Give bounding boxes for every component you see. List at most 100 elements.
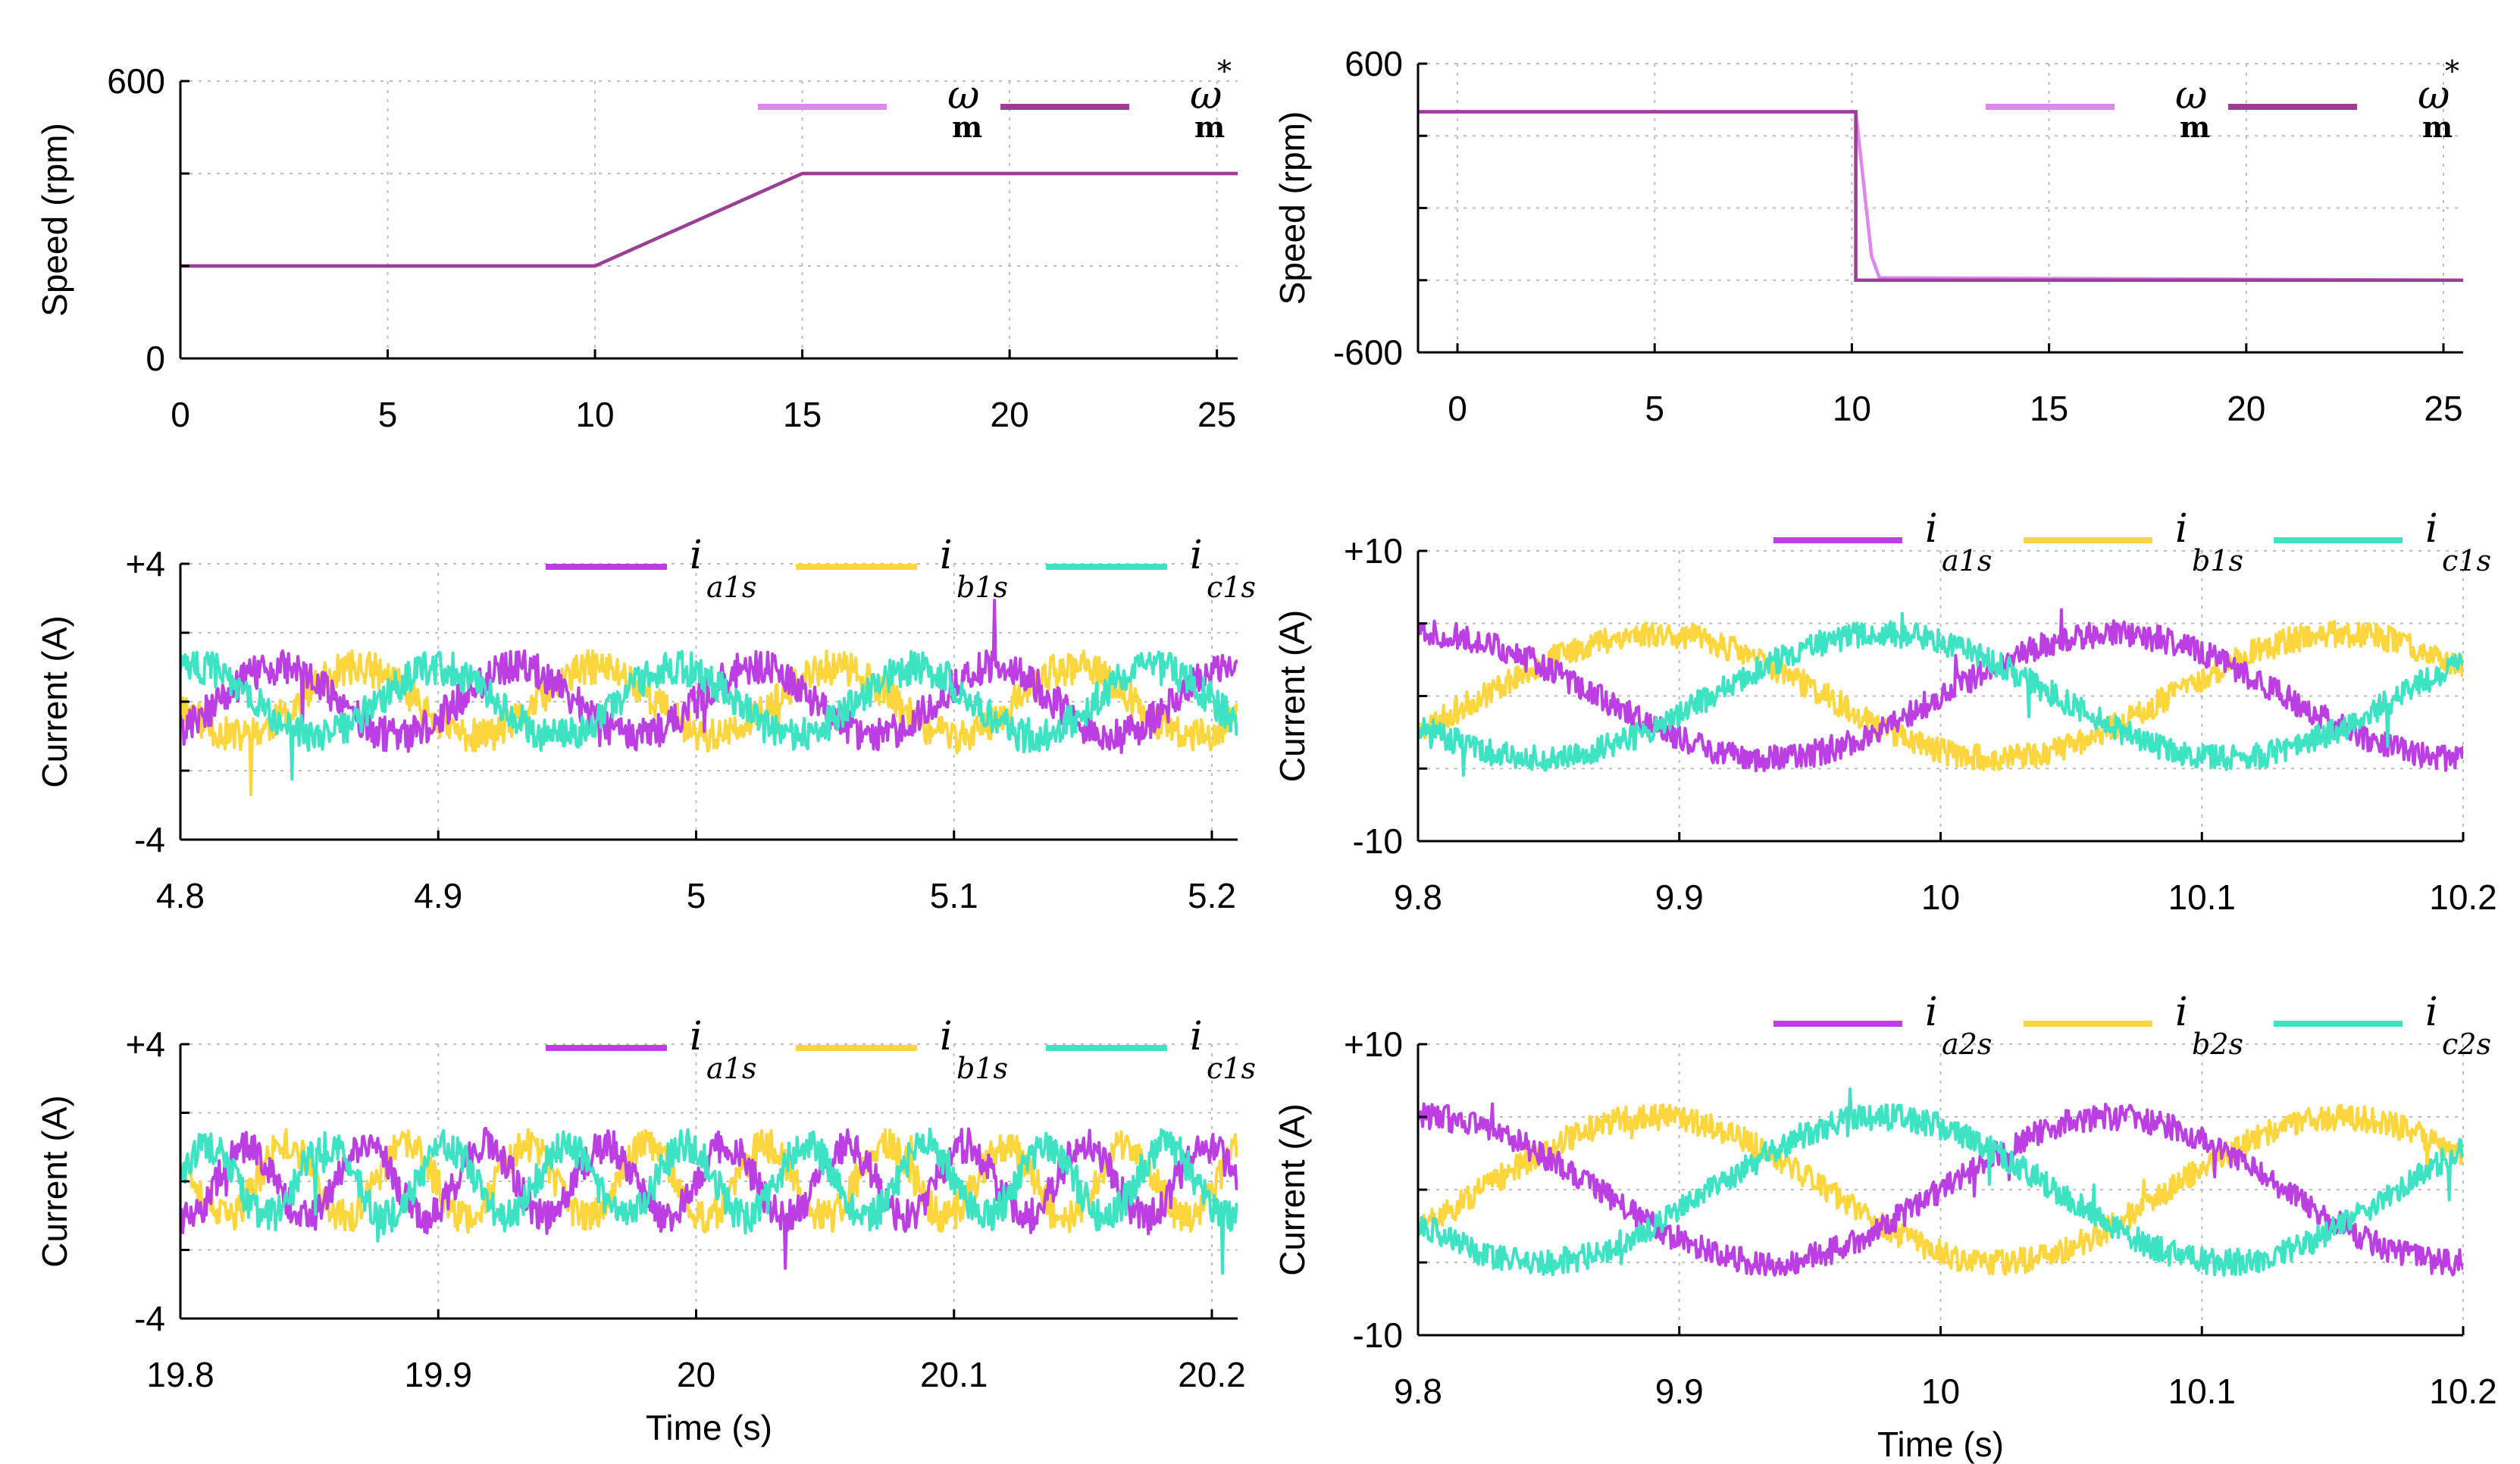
y-axis-label: Current (A) [1273,610,1312,782]
legend-subscript: b1s [956,1052,1008,1085]
series-line-ib [180,649,1238,796]
x-tick-label: 20 [677,1355,715,1394]
series-group [1418,608,2463,777]
y-tick-label: +4 [126,1024,165,1064]
legend-subscript: c1s [2442,544,2491,577]
x-tick-label: 0 [1448,389,1467,428]
x-tick-label: 20 [2227,389,2265,428]
y-tick-label: +10 [1344,531,1403,571]
legend-label: ω [2175,73,2207,118]
y-tick-label: +10 [1344,1024,1403,1064]
legend-subscript: c2s [2442,1028,2491,1061]
x-axis-label: Time (s) [1877,1425,2004,1464]
y-axis-label: Current (A) [35,615,74,787]
legend-label: i [2175,506,2188,552]
y-tick-label: 600 [1345,44,1403,83]
y-tick-label: -4 [134,820,165,859]
x-tick-label: 10 [1921,1372,1960,1411]
x-tick-label: 9.9 [1655,1372,1704,1411]
legend-label: i [1925,990,1938,1035]
x-tick-label: 5.2 [1188,876,1236,915]
x-tick-label: 5 [1645,389,1664,428]
legend-subscript: a2s [1942,1028,1992,1061]
x-tick-label: 10.1 [2168,877,2236,917]
series-line-ic [1418,612,2463,777]
series-line [180,171,1238,268]
series-group [180,1126,1238,1275]
legend-label: i [1190,1014,1203,1059]
x-tick-label: 20 [991,395,1029,434]
series-line-ia [1418,608,2463,773]
series-group [180,171,1238,268]
series-line [180,171,1238,268]
legend-label: ω [2418,73,2450,118]
series-line-ib [1418,1103,2463,1276]
legend-label: ω [1190,73,1222,118]
series-line-ib [180,1128,1238,1234]
legend-subscript: b1s [956,571,1008,604]
x-axis-label: Time (s) [646,1408,772,1447]
x-tick-label: 4.8 [156,876,205,915]
legend-label: i [2175,990,2188,1035]
legend-label: i [1190,533,1203,578]
y-axis-label: Speed (rpm) [1273,111,1312,305]
legend-label: i [690,1014,703,1059]
y-tick-label: 600 [107,61,165,101]
x-tick-label: 0 [171,395,190,434]
x-tick-label: 5.1 [930,876,978,915]
x-tick-label: 5 [687,876,706,915]
x-tick-label: 10 [1833,389,1871,428]
x-tick-label: 19.9 [404,1355,472,1394]
legend-label: i [690,533,703,578]
x-tick-label: 10 [575,395,614,434]
legend-label: i [2425,990,2438,1035]
x-tick-label: 5 [378,395,398,434]
legend-subscript: a1s [706,571,756,604]
x-tick-label: 20.1 [920,1355,988,1394]
legend-subscript: m [1194,110,1225,144]
chart-current-right-2: 9.8 9.9 10 10.1 10.2 -10 +10 Current (A) Time (s… [1273,990,2497,1464]
legend-label: i [940,533,953,578]
series-line-ib [1418,619,2463,771]
legend-superscript: * [2445,55,2459,88]
y-tick-label: 0 [146,339,165,378]
legend-label: i [2425,506,2438,552]
y-tick-label: -4 [134,1299,165,1338]
x-tick-label: 15 [783,395,822,434]
x-tick-label: 9.8 [1394,877,1442,917]
legend-subscript: a1s [1942,544,1992,577]
series-group [180,599,1238,796]
y-axis-label: Current (A) [1273,1103,1312,1275]
legend-label: i [940,1014,953,1059]
legend-label: i [1925,506,1938,552]
series-line-ia [180,1126,1238,1270]
series-line-ic [180,1127,1238,1275]
x-tick-label: 25 [2424,389,2462,428]
y-tick-label: -10 [1353,821,1403,861]
chart-current-left-2: 19.8 19.9 20 20.1 20.2 -4 +4 Current (A) Time (s… [35,1014,1256,1447]
series-group [1418,1087,2463,1277]
y-tick-label: +4 [126,544,165,583]
series-group [1418,110,2463,283]
legend-label: ω [947,73,979,118]
legend-subscript: c1s [1207,571,1256,604]
series-line-ic [1418,1087,2463,1277]
series-line-ic [180,649,1238,781]
series-line [1418,110,2463,283]
legend-subscript: c1s [1207,1052,1256,1085]
x-tick-label: 10.1 [2168,1372,2236,1411]
legend-subscript: m [2180,110,2210,144]
legend-subscript: m [952,110,982,144]
legend-subscript: m [2422,110,2453,144]
legend-subscript: b1s [2192,544,2243,577]
